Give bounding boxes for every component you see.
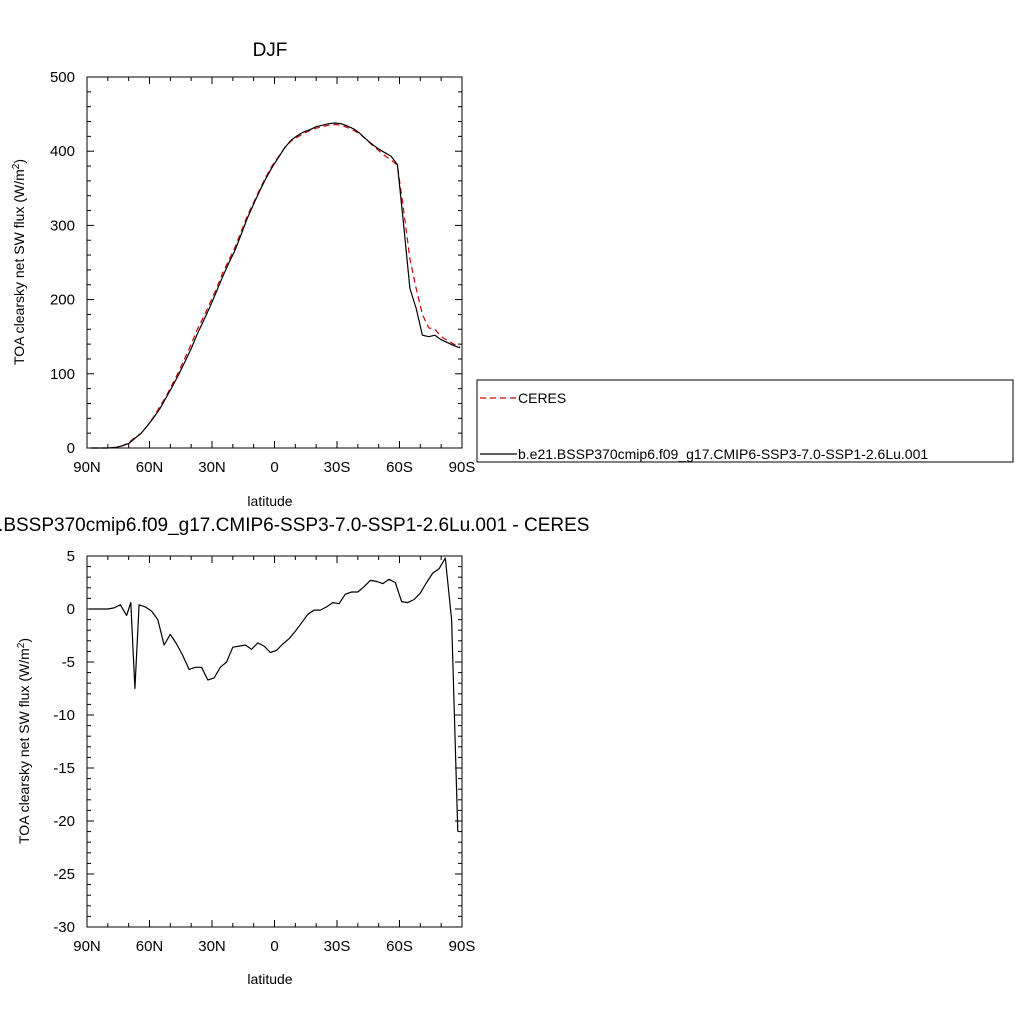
top-x-tick-label: 90N [73,459,101,476]
bottom-y-tick-label: 0 [67,601,75,618]
bottom-y-tick-label: -30 [53,919,75,936]
top-y-tick-label: 400 [50,143,75,160]
legend-label-model: b.e21.BSSP370cmip6.f09_g17.CMIP6-SSP3-7.… [518,446,928,462]
top-y-tick-label: 200 [50,292,75,309]
bottom-x-tick-label: 30N [198,938,226,955]
bottom-x-tick-label: 0 [270,938,278,955]
bottom-plot-frame [86,555,463,928]
bottom-y-tick-label: -10 [53,707,75,724]
top-y-axis-label: TOA clearsky net SW flux (W/m2) [11,159,28,365]
bottom-y-tick-label: -25 [53,866,75,883]
top-y-tick-label: 300 [50,217,75,234]
top-x-tick-label: 0 [270,459,278,476]
bottom-x-axis-label: latitude [247,971,292,987]
top-x-tick-label: 60N [136,459,164,476]
bottom-x-axis: 90N 60N 30N 0 30S 60S 90S [73,556,475,955]
legend-label-ceres: CERES [518,390,566,406]
top-x-tick-label: 90S [449,459,476,476]
bottom-x-tick-label: 90S [449,938,476,955]
legend-box [476,379,1014,463]
top-plot-frame [86,76,463,449]
bottom-panel: b.e21.BSSP370cmip6.f09_g17.CMIP6-SSP3-7.… [0,515,589,987]
top-x-tick-label: 30N [198,459,226,476]
top-panel: DJF 90N 60N 30N 0 30S 60S 90S 0 100 200 300 400 500… [11,40,476,509]
bottom-x-tick-label: 60S [386,938,413,955]
top-y-tick-label: 500 [50,69,75,86]
top-x-tick-label: 30S [324,459,351,476]
top-plot-area [91,122,461,449]
bottom-x-tick-label: 30S [324,938,351,955]
bottom-y-tick-label: -15 [53,760,75,777]
top-chart-title: DJF [253,40,288,61]
bottom-y-tick-label: -5 [62,654,75,671]
bottom-x-tick-label: 90N [73,938,101,955]
bottom-y-tick-label: 5 [67,548,75,565]
top-x-tick-label: 60S [386,459,413,476]
top-y-tick-label: 100 [50,366,75,383]
bottom-chart-title: b.e21.BSSP370cmip6.f09_g17.CMIP6-SSP3-7.… [0,515,589,536]
bottom-y-axis: 5 0 -5 -10 -15 -20 -25 -30 [53,548,462,936]
top-x-axis: 90N 60N 30N 0 30S 60S 90S [73,77,475,476]
bottom-series-difference-line [89,557,459,832]
bottom-y-axis-label: TOA clearsky net SW flux (W/m2) [16,638,33,844]
bottom-y-tick-label: -20 [53,813,75,830]
top-y-axis: 0 100 200 300 400 500 [50,69,462,457]
top-series-model-line [91,122,461,449]
legend: CERES b.e21.BSSP370cmip6.f09_g17.CMIP6-S… [476,379,1014,463]
top-y-tick-label: 0 [67,440,75,457]
bottom-x-tick-label: 60N [136,938,164,955]
top-x-axis-label: latitude [247,493,292,509]
top-series-ceres-line [91,123,461,449]
bottom-plot-area [89,557,459,832]
